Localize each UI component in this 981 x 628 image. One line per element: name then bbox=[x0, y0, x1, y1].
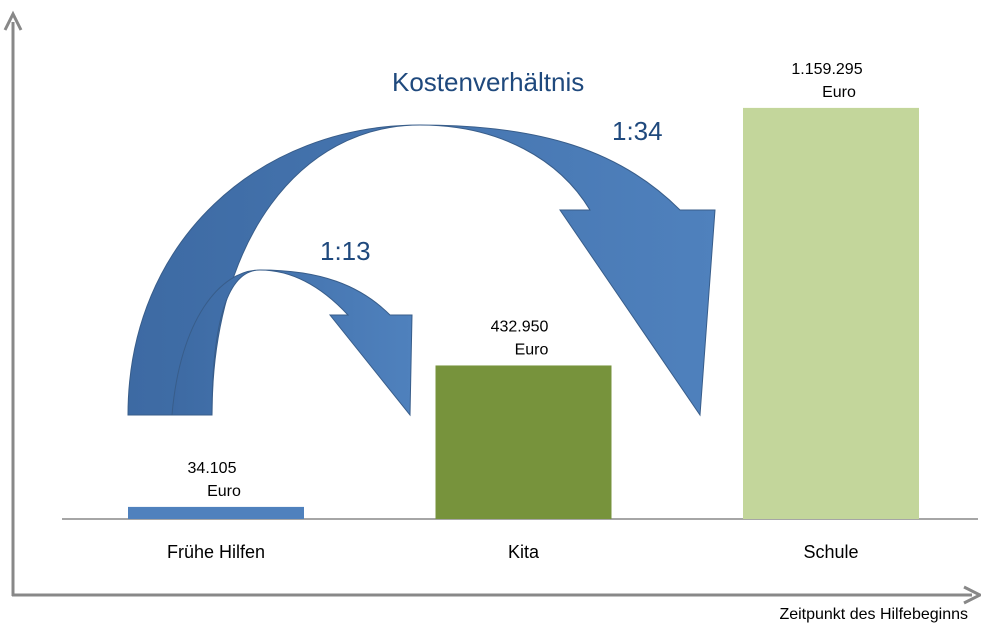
bar bbox=[128, 506, 304, 519]
value-label: 34.105 bbox=[188, 460, 237, 477]
value-label: 432.950 bbox=[491, 319, 549, 336]
arrow-1-13 bbox=[171, 269, 413, 417]
value-label: 1.159.295 bbox=[791, 61, 862, 78]
chart-title: Kostenverhältnis bbox=[392, 67, 584, 97]
x-tick-label: Kita bbox=[508, 542, 540, 562]
y-axis-arrow bbox=[3, 10, 23, 31]
x-axis-arrow bbox=[963, 585, 981, 605]
bar bbox=[743, 107, 919, 520]
ratio-annotation: 1:13 bbox=[320, 236, 371, 266]
value-label-unit: Euro bbox=[207, 483, 241, 500]
ratio-annotation: 1:34 bbox=[612, 116, 663, 146]
bar bbox=[435, 365, 612, 519]
arrow-1-34 bbox=[127, 124, 716, 417]
value-label-unit: Euro bbox=[822, 84, 856, 101]
x-tick-label: Frühe Hilfen bbox=[167, 542, 265, 562]
x-tick-label: Schule bbox=[803, 542, 858, 562]
x-axis-label: Zeitpunkt des Hilfebeginns bbox=[779, 606, 968, 623]
value-label-unit: Euro bbox=[515, 342, 549, 359]
